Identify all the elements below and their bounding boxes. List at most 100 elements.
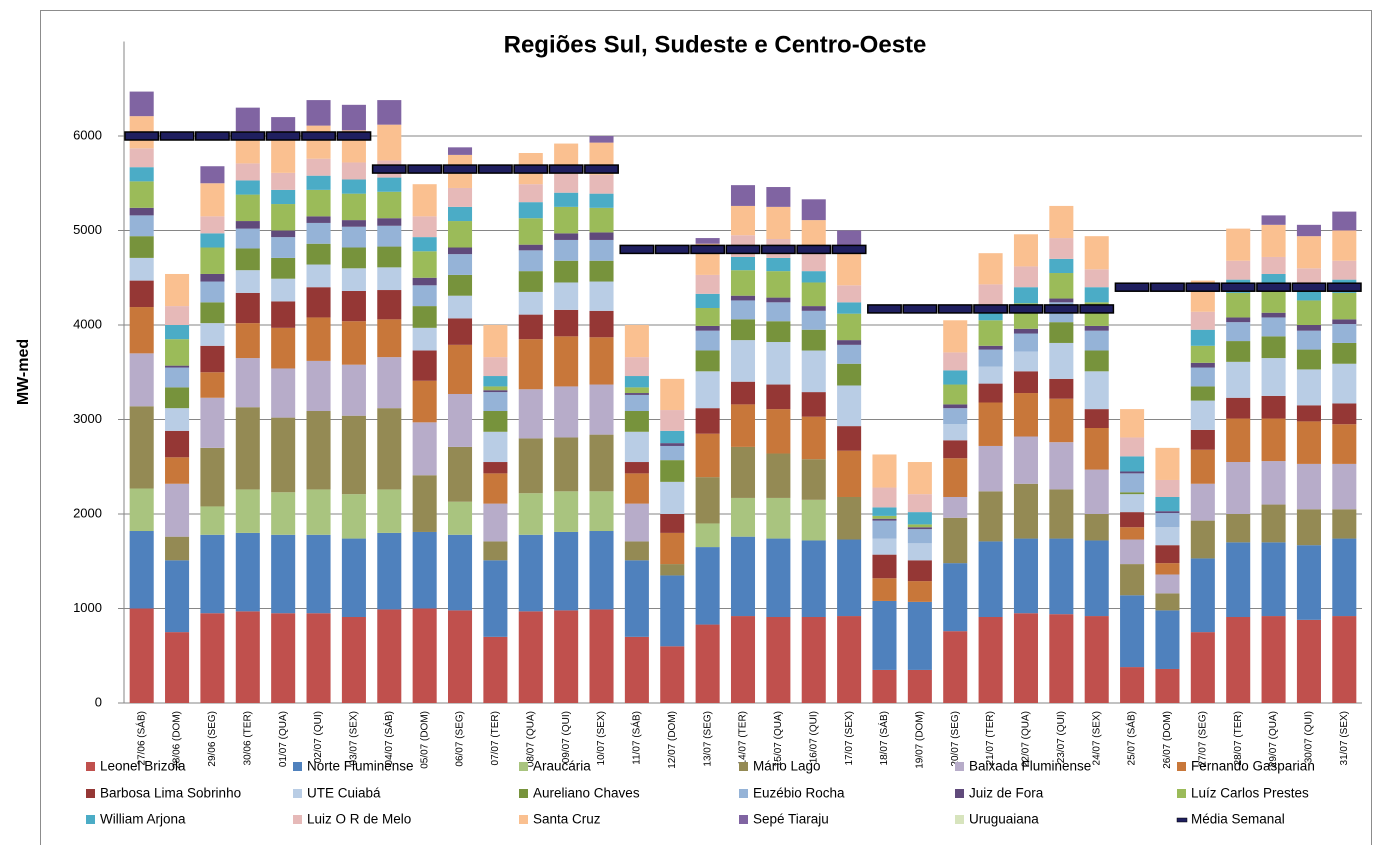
bar-segment	[271, 189, 296, 205]
bar-segment	[1013, 393, 1038, 437]
bar-segment	[1120, 471, 1145, 474]
bar-segment	[306, 489, 331, 535]
bar-segment	[341, 247, 366, 269]
bar-segment	[1084, 469, 1109, 514]
bar-segment	[129, 148, 154, 168]
bar-segment	[624, 325, 649, 358]
bar-segment	[377, 609, 402, 703]
legend-swatch	[86, 789, 95, 798]
bar-segment	[448, 393, 473, 447]
average-dash	[1150, 282, 1185, 292]
bar-segment	[377, 532, 402, 610]
bar-segment	[943, 458, 968, 497]
bar-segment	[1084, 330, 1109, 351]
y-axis-label: MW-med	[15, 339, 32, 405]
bar-segment	[1155, 593, 1180, 611]
bar-segment	[660, 410, 685, 431]
bar-segment	[1332, 424, 1357, 464]
bar-segment	[589, 310, 614, 338]
bar-segment	[1190, 345, 1215, 363]
bar-segment	[1155, 496, 1180, 512]
bar-segment	[978, 491, 1003, 542]
bar-segment	[801, 306, 826, 311]
bar-segment	[589, 239, 614, 261]
x-tick-label: 13/07 (SEG)	[702, 711, 713, 767]
bar-segment	[1190, 632, 1215, 703]
bar-segment	[1296, 224, 1321, 237]
bar-segment	[801, 249, 826, 272]
bar-segment	[1120, 564, 1145, 596]
bar-segment	[660, 575, 685, 647]
x-tick-label: 12/07 (DOM)	[667, 711, 678, 769]
legend-swatch	[86, 815, 95, 824]
average-dash	[1008, 304, 1044, 314]
bar-segment	[448, 534, 473, 611]
bar-segment	[766, 206, 791, 240]
legend-label: Euzébio Rocha	[753, 786, 845, 801]
bar-segment	[1332, 319, 1357, 325]
bar-segment	[837, 426, 862, 451]
bar-segment	[412, 306, 437, 328]
legend-label: Juiz de Fora	[969, 786, 1044, 801]
bar-segment	[801, 329, 826, 351]
bar-segment	[341, 415, 366, 495]
bar-segment	[271, 368, 296, 418]
average-dash	[937, 304, 973, 314]
legend-label: Mário Lago	[753, 759, 821, 774]
x-tick-label: 28/07 (TER)	[1233, 711, 1244, 765]
bar-segment	[341, 321, 366, 365]
bar-segment	[377, 124, 402, 161]
bar-segment	[943, 320, 968, 353]
x-tick-label: 15/07 (QUA)	[773, 711, 784, 767]
bar-segment	[483, 325, 508, 358]
bar-segment	[907, 462, 932, 495]
bar-segment	[766, 384, 791, 410]
bar-segment	[165, 273, 190, 307]
bar-segment	[730, 497, 756, 537]
bar-segment	[412, 422, 437, 476]
bar-segment	[235, 194, 260, 222]
bar-segment	[271, 301, 296, 328]
y-tick-label: 0	[95, 694, 102, 709]
bar-segment	[766, 538, 791, 618]
bar-segment	[1120, 595, 1145, 668]
bar-segment	[660, 532, 685, 565]
bar-segment	[978, 345, 1003, 350]
bar-segment	[1084, 428, 1109, 470]
bar-segment	[624, 410, 649, 432]
average-dash	[230, 131, 266, 141]
bar-segment	[695, 371, 720, 409]
bar-segment	[1296, 325, 1321, 331]
bar-segment	[660, 646, 685, 703]
legend-label: Média Semanal	[1191, 812, 1285, 827]
bar-segment	[907, 543, 932, 561]
bar-segment	[1155, 527, 1180, 546]
bar-segment	[1190, 429, 1215, 450]
bar-segment	[448, 318, 473, 345]
bar-segment	[872, 518, 897, 521]
bar-segment	[1049, 378, 1074, 399]
average-dash	[1256, 282, 1292, 292]
bar-segment	[306, 222, 331, 244]
bar-segment	[483, 357, 508, 377]
bar-segment	[837, 344, 862, 364]
bar-segment	[518, 339, 543, 390]
legend-swatch	[955, 762, 964, 771]
bar-segment	[129, 531, 154, 609]
bar-segment	[518, 389, 543, 439]
bar-segment	[1120, 437, 1145, 457]
bar-segment	[1013, 351, 1038, 372]
bar-segment	[801, 416, 826, 460]
legend-swatch	[1176, 817, 1188, 823]
bar-segment	[695, 293, 720, 308]
bar-segment	[165, 339, 190, 366]
bar-segment	[554, 610, 579, 703]
bar-segment	[129, 280, 154, 308]
bar-segment	[165, 325, 190, 340]
bar-segment	[518, 271, 543, 292]
bar-segment	[377, 357, 402, 409]
bar-segment	[306, 360, 331, 411]
x-tick-label: 25/07 (SÁB)	[1125, 711, 1138, 765]
x-tick-label: 03/07 (SEX)	[349, 711, 360, 765]
bar-segment	[448, 274, 473, 296]
